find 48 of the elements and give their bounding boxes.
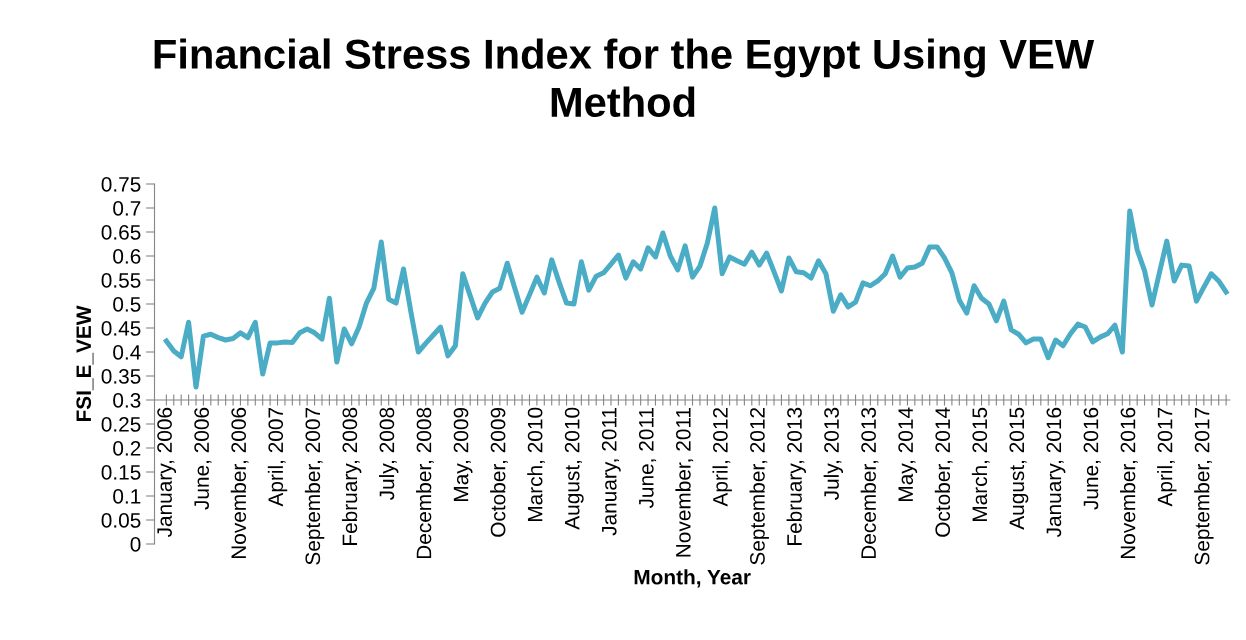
y-tick-label: 0.25 xyxy=(101,417,141,432)
x-tick-label: June, 2011 xyxy=(638,407,657,509)
x-tick-label: November, 2006 xyxy=(230,407,249,559)
y-tick-label: 0.45 xyxy=(101,321,141,336)
x-tick-label: July, 2013 xyxy=(823,407,844,501)
x-tick-label: April, 2007 xyxy=(267,407,288,507)
x-tick-label: October, 2014 xyxy=(934,407,953,537)
x-tick-label: November, 2016 xyxy=(1120,407,1138,559)
x-tick-label: October, 2009 xyxy=(490,407,508,537)
x-tick-label: December, 2013 xyxy=(860,407,879,559)
y-tick-label: 0.6 xyxy=(113,249,141,264)
x-tick-label: November, 2011 xyxy=(675,407,694,557)
x-tick-label: December, 2008 xyxy=(416,407,434,559)
y-axis-title: FSI_E_VEW xyxy=(76,305,94,422)
y-tick-label: 0.55 xyxy=(101,273,141,288)
x-tick-label: January, 2016 xyxy=(1046,407,1066,538)
y-tick-label: 0.3 xyxy=(113,393,141,408)
x-tick-label: May, 2009 xyxy=(453,407,473,501)
x-tick-label: September, 2007 xyxy=(304,407,325,565)
y-tick-label: 0.7 xyxy=(113,201,141,216)
y-tick-label: 0.15 xyxy=(101,465,141,480)
y-tick-label: 0.65 xyxy=(101,225,141,240)
y-tick-label: 0.35 xyxy=(101,369,141,384)
y-tick-label: 0.5 xyxy=(113,297,141,312)
x-tick-label: April, 2017 xyxy=(1157,407,1177,507)
y-tick-label: 0.2 xyxy=(113,441,141,456)
x-tick-label: July, 2008 xyxy=(378,407,399,501)
y-tick-label: 0.4 xyxy=(113,345,141,360)
x-tick-label: August, 2015 xyxy=(1009,407,1029,530)
y-tick-label: 0 xyxy=(130,537,141,552)
x-tick-label: March, 2015 xyxy=(971,407,990,522)
x-tick-label: September, 2012 xyxy=(749,407,769,565)
x-tick-label: March, 2010 xyxy=(527,407,545,522)
x-tick-label: January, 2006 xyxy=(157,407,177,538)
x-tick-label: September, 2017 xyxy=(1194,407,1214,565)
y-tick-label: 0.05 xyxy=(101,513,141,528)
y-tick-label: 0.1 xyxy=(113,489,141,504)
x-tick-label: February, 2013 xyxy=(786,407,806,545)
x-tick-label: June, 2006 xyxy=(194,407,212,510)
chart-title: Financial Stress Index for the Egypt Using VEW Method xyxy=(154,38,1095,118)
x-tick-label: February, 2008 xyxy=(341,407,362,545)
x-tick-label: April, 2012 xyxy=(712,407,732,507)
x-tick-label: August, 2010 xyxy=(564,407,584,530)
x-tick-label: January, 2011 xyxy=(601,407,621,536)
x-tick-label: May, 2014 xyxy=(898,407,918,501)
x-tick-label: June, 2016 xyxy=(1083,407,1101,510)
y-tick-label: 0.75 xyxy=(101,177,141,192)
x-axis-title: Month, Year xyxy=(634,569,751,588)
